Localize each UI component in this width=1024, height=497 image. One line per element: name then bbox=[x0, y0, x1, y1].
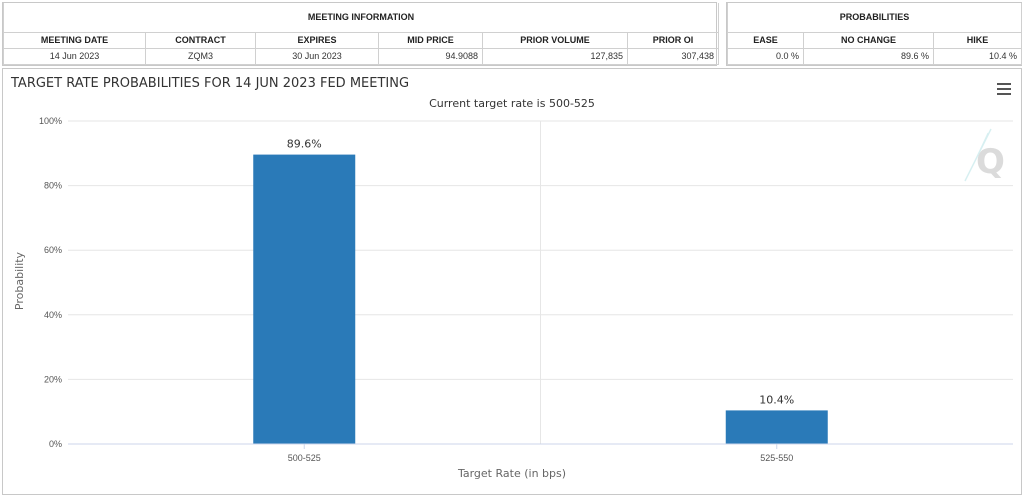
meeting-information-table: MEETING INFORMATION MEETING DATE CONTRAC… bbox=[2, 2, 720, 66]
meeting-date-cell: 14 Jun 2023 bbox=[3, 47, 146, 65]
y-tick-label: 80% bbox=[44, 181, 62, 191]
bar-chart: TARGET RATE PROBABILITIES FOR 14 JUN 202… bbox=[10, 76, 1015, 480]
data-label: 89.6% bbox=[287, 138, 322, 151]
column-header-prior-oi: PRIOR OI bbox=[626, 31, 720, 49]
svg-text:Q: Q bbox=[976, 142, 1005, 182]
gridlines bbox=[68, 120, 1013, 445]
column-header-hike: HIKE bbox=[933, 31, 1022, 49]
y-axis-title: Probability bbox=[13, 251, 26, 310]
x-axis-title: Target Rate (in bps) bbox=[457, 467, 566, 480]
column-header-expires: EXPIRES bbox=[255, 31, 379, 49]
y-axis: 0% 20% 40% 60% 80% 100% bbox=[39, 116, 62, 449]
bars: 89.6% 10.4% bbox=[253, 138, 828, 444]
column-header-mid-price: MID PRICE bbox=[378, 31, 483, 49]
column-header-contract: CONTRACT bbox=[145, 31, 256, 49]
column-header-ease: EASE bbox=[727, 31, 804, 49]
column-header-no-change: NO CHANGE bbox=[803, 31, 934, 49]
meeting-information-header: MEETING INFORMATION bbox=[2, 3, 720, 33]
probabilities-header: PROBABILITIES bbox=[727, 3, 1022, 33]
meeting-header-row: MEETING DATE CONTRACT EXPIRES MID PRICE … bbox=[3, 31, 720, 49]
x-axis: 500-525 525-550 bbox=[68, 443, 1013, 463]
ease-cell: 0.0 % bbox=[727, 47, 804, 65]
y-tick-label: 60% bbox=[44, 245, 62, 255]
prior-volume-cell: 127,835 bbox=[482, 47, 628, 65]
chart-panel: TARGET RATE PROBABILITIES FOR 14 JUN 202… bbox=[2, 68, 1022, 495]
chart-subtitle: Current target rate is 500-525 bbox=[429, 97, 595, 110]
data-label: 10.4% bbox=[759, 393, 794, 406]
hamburger-menu-icon[interactable] bbox=[991, 79, 1015, 99]
expires-cell: 30 Jun 2023 bbox=[255, 47, 379, 65]
hike-cell: 10.4 % bbox=[933, 47, 1022, 65]
mid-price-cell: 94.9088 bbox=[378, 47, 483, 65]
y-tick-label: 0% bbox=[49, 439, 62, 449]
x-tick-label: 525-550 bbox=[760, 453, 793, 463]
y-tick-label: 40% bbox=[44, 310, 62, 320]
column-header-prior-volume: PRIOR VOLUME bbox=[482, 31, 628, 49]
table-row: 0.0 % 89.6 % 10.4 % bbox=[727, 47, 1022, 65]
y-tick-label: 100% bbox=[39, 116, 62, 126]
probabilities-header-row: EASE NO CHANGE HIKE bbox=[727, 31, 1022, 49]
chart-title: TARGET RATE PROBABILITIES FOR 14 JUN 202… bbox=[10, 76, 409, 91]
probabilities-table: PROBABILITIES EASE NO CHANGE HIKE 0.0 % … bbox=[726, 2, 1022, 66]
column-header-meeting-date: MEETING DATE bbox=[3, 31, 146, 49]
q-logo-icon: Q bbox=[964, 128, 1005, 182]
table-row: 14 Jun 2023 ZQM3 30 Jun 2023 94.9088 127… bbox=[3, 47, 720, 65]
y-tick-label: 20% bbox=[44, 374, 62, 384]
x-tick-label: 500-525 bbox=[288, 453, 321, 463]
bar-525-550[interactable] bbox=[725, 410, 828, 444]
no-change-cell: 89.6 % bbox=[803, 47, 934, 65]
prior-oi-cell: 307,438 bbox=[626, 47, 720, 65]
contract-cell: ZQM3 bbox=[145, 47, 256, 65]
bar-500-525[interactable] bbox=[253, 154, 356, 444]
